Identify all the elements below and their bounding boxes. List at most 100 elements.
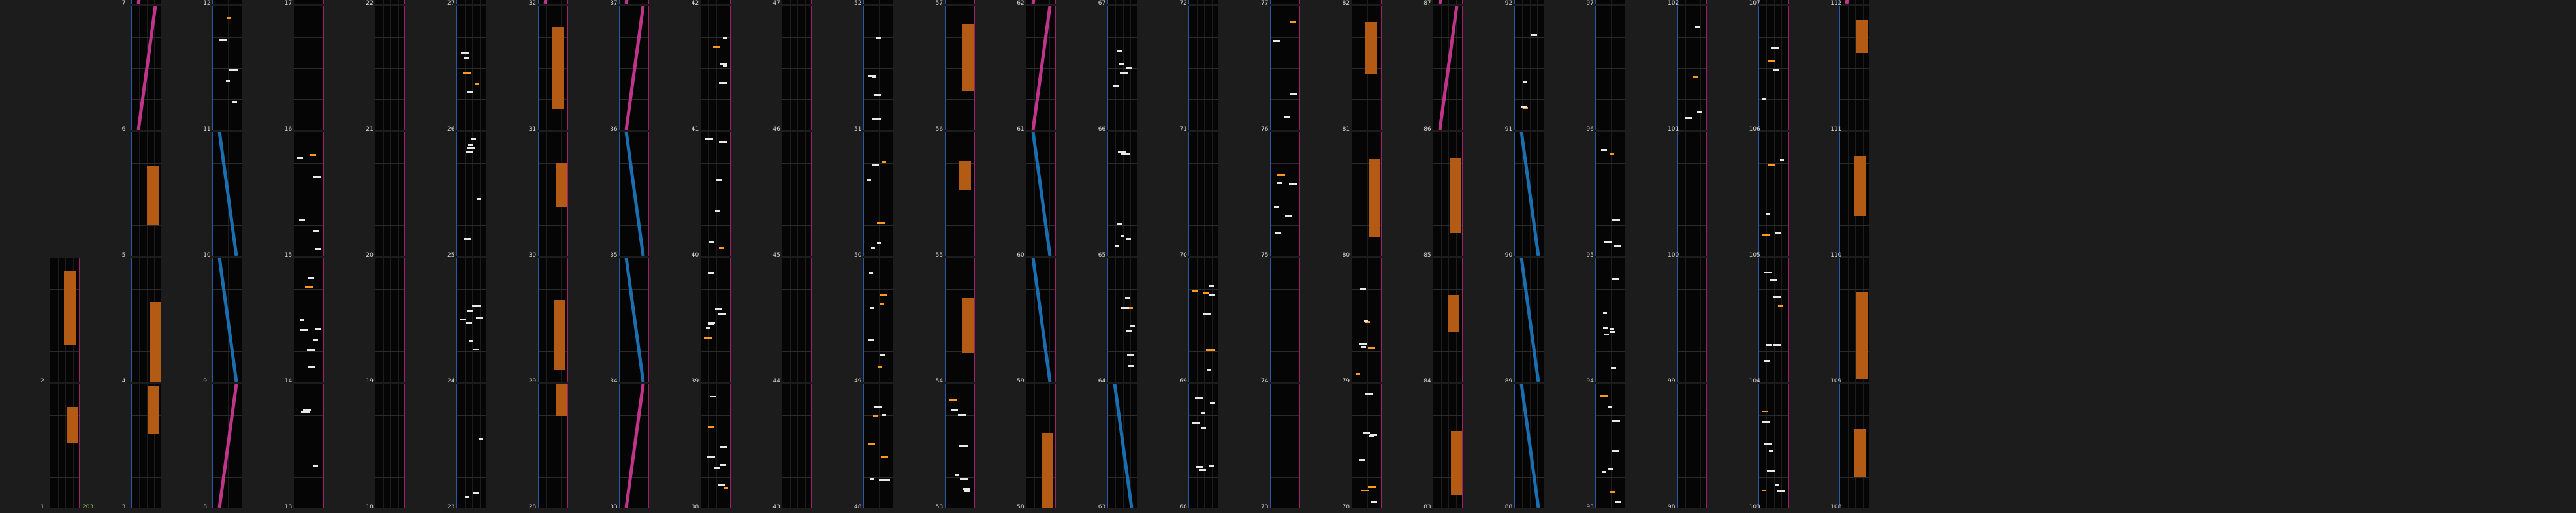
- measure-lane[interactable]: [1433, 132, 1463, 256]
- measure-lane[interactable]: [1107, 258, 1137, 382]
- measure-lane[interactable]: [1758, 0, 1789, 4]
- measure-lane[interactable]: [1758, 6, 1789, 130]
- measure-lane[interactable]: [619, 132, 650, 256]
- measure-lane[interactable]: [1839, 0, 1870, 4]
- measure-lane[interactable]: [1107, 384, 1137, 508]
- measure-lane[interactable]: [1514, 0, 1544, 4]
- measure-lane[interactable]: [131, 6, 161, 130]
- measure-lane[interactable]: [1270, 0, 1300, 4]
- measure-lane[interactable]: [456, 0, 486, 4]
- measure-lane[interactable]: [944, 132, 975, 256]
- measure-lane[interactable]: [944, 6, 975, 130]
- measure-lane[interactable]: [375, 0, 405, 4]
- measure-lane[interactable]: [293, 0, 324, 4]
- measure-lane[interactable]: [537, 384, 568, 508]
- measure-lane[interactable]: [1026, 6, 1057, 130]
- measure-lane[interactable]: [619, 258, 650, 382]
- measure-lane[interactable]: [537, 258, 568, 382]
- measure-lane[interactable]: [1270, 258, 1300, 382]
- measure-lane[interactable]: [1595, 0, 1626, 4]
- measure-lane[interactable]: [537, 132, 568, 256]
- measure-lane[interactable]: [1514, 258, 1544, 382]
- measure-lane[interactable]: [1270, 384, 1300, 508]
- measure-lane[interactable]: [456, 384, 486, 508]
- measure-lane[interactable]: [1677, 132, 1707, 256]
- measure-lane[interactable]: [1514, 384, 1544, 508]
- measure-lane[interactable]: [1107, 132, 1137, 256]
- measure-lane[interactable]: [131, 0, 161, 4]
- measure-lane[interactable]: [1839, 384, 1870, 508]
- measure-lane[interactable]: [619, 384, 650, 508]
- measure-lane[interactable]: [1188, 132, 1219, 256]
- measure-lane[interactable]: [1514, 132, 1544, 256]
- measure-lane[interactable]: [782, 258, 812, 382]
- measure-lane[interactable]: [1839, 6, 1870, 130]
- measure-lane[interactable]: [863, 132, 893, 256]
- measure-lane[interactable]: [944, 258, 975, 382]
- measure-lane[interactable]: [1270, 132, 1300, 256]
- measure-lane[interactable]: [782, 132, 812, 256]
- measure-lane[interactable]: [1351, 132, 1382, 256]
- measure-lane[interactable]: [212, 0, 243, 4]
- measure-lane[interactable]: [700, 258, 731, 382]
- measure-lane[interactable]: [782, 6, 812, 130]
- measure-lane[interactable]: [1107, 6, 1137, 130]
- measure-lane[interactable]: [1677, 6, 1707, 130]
- measure-lane[interactable]: [1107, 0, 1137, 4]
- measure-lane[interactable]: [212, 258, 243, 382]
- measure-lane[interactable]: [1026, 384, 1057, 508]
- measure-lane[interactable]: [1026, 0, 1057, 4]
- measure-lane[interactable]: [537, 0, 568, 4]
- measure-lane[interactable]: [1758, 132, 1789, 256]
- measure-lane[interactable]: [456, 258, 486, 382]
- measure-lane[interactable]: [1026, 132, 1057, 256]
- measure-lane[interactable]: [782, 0, 812, 4]
- measure-lane[interactable]: [1677, 384, 1707, 508]
- measure-lane[interactable]: [1433, 384, 1463, 508]
- measure-lane[interactable]: [50, 258, 80, 382]
- measure-lane[interactable]: [1433, 258, 1463, 382]
- measure-lane[interactable]: [1677, 0, 1707, 4]
- measure-lane[interactable]: [1839, 132, 1870, 256]
- measure-lane[interactable]: [375, 6, 405, 130]
- measure-lane[interactable]: [700, 132, 731, 256]
- measure-lane[interactable]: [131, 258, 161, 382]
- measure-lane[interactable]: [944, 384, 975, 508]
- measure-lane[interactable]: [700, 0, 731, 4]
- measure-lane[interactable]: [1758, 384, 1789, 508]
- measure-lane[interactable]: [1595, 384, 1626, 508]
- measure-lane[interactable]: [293, 6, 324, 130]
- measure-lane[interactable]: [131, 132, 161, 256]
- measure-lane[interactable]: [1433, 6, 1463, 130]
- measure-lane[interactable]: [863, 0, 893, 4]
- measure-lane[interactable]: [700, 6, 731, 130]
- measure-lane[interactable]: [1188, 0, 1219, 4]
- measure-lane[interactable]: [456, 6, 486, 130]
- measure-lane[interactable]: [863, 258, 893, 382]
- measure-lane[interactable]: [293, 132, 324, 256]
- measure-lane[interactable]: [782, 384, 812, 508]
- measure-lane[interactable]: [1514, 6, 1544, 130]
- measure-lane[interactable]: [1188, 258, 1219, 382]
- measure-lane[interactable]: [456, 132, 486, 256]
- measure-lane[interactable]: [944, 0, 975, 4]
- measure-lane[interactable]: [212, 384, 243, 508]
- measure-lane[interactable]: [1188, 384, 1219, 508]
- measure-lane[interactable]: [293, 384, 324, 508]
- measure-lane[interactable]: [1270, 6, 1300, 130]
- measure-lane[interactable]: [619, 6, 650, 130]
- measure-lane[interactable]: [863, 384, 893, 508]
- measure-lane[interactable]: [1839, 258, 1870, 382]
- measure-lane[interactable]: [1351, 6, 1382, 130]
- measure-lane[interactable]: [537, 6, 568, 130]
- measure-lane[interactable]: [700, 384, 731, 508]
- measure-lane[interactable]: [212, 132, 243, 256]
- measure-lane[interactable]: [1351, 258, 1382, 382]
- measure-lane[interactable]: [1188, 6, 1219, 130]
- measure-lane[interactable]: [1758, 258, 1789, 382]
- measure-lane[interactable]: [212, 6, 243, 130]
- measure-lane[interactable]: [863, 6, 893, 130]
- measure-lane[interactable]: [1026, 258, 1057, 382]
- measure-lane[interactable]: [1595, 132, 1626, 256]
